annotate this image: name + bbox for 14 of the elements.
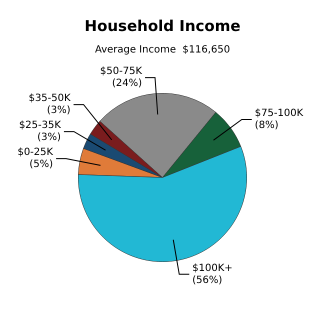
data-label: (3%) [37,132,62,144]
slice-label: $25-35K [18,120,62,132]
data-label: (3%) [46,105,71,116]
data-label: (8%) [254,120,279,132]
chart-title: Household Income [84,16,240,35]
slice-label: $50-75K [100,66,142,78]
data-label: (24%) [112,78,142,90]
slice-label: $100K+ [192,262,233,274]
slice-label: $35-50K [28,93,72,104]
chart-subtitle: Average Income $116,650 [94,44,230,56]
data-label: (56%) [192,274,222,286]
slice-label: $75-100K [254,108,304,120]
data-label: (5%) [29,159,54,170]
slice-label: $0-25K [17,147,54,158]
